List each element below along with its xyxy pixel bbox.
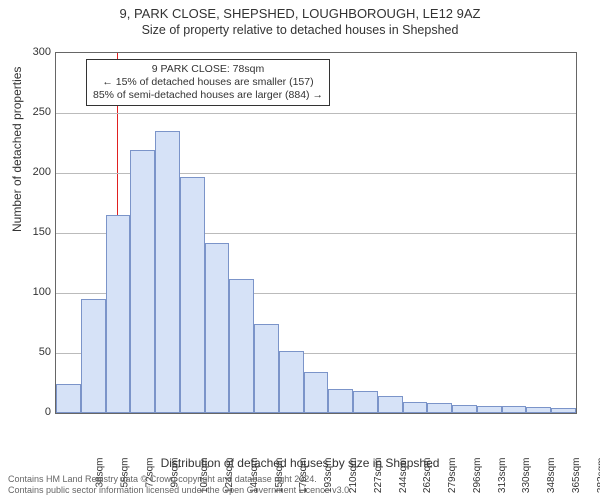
- histogram-bar: [378, 396, 403, 413]
- histogram-bar: [81, 299, 106, 413]
- histogram-bar: [477, 406, 502, 413]
- attribution-footer: Contains HM Land Registry data © Crown c…: [8, 474, 352, 497]
- annotation-line-2: ← 15% of detached houses are smaller (15…: [93, 76, 323, 89]
- histogram-bar: [279, 351, 304, 413]
- histogram-bar: [403, 402, 428, 413]
- histogram-bar: [328, 389, 353, 413]
- histogram-bar: [180, 177, 205, 413]
- x-tick-labels: 38sqm55sqm72sqm90sqm107sqm124sqm141sqm15…: [55, 414, 575, 454]
- y-tick-label: 150: [11, 226, 51, 238]
- y-tick-label: 50: [11, 346, 51, 358]
- histogram-bar: [229, 279, 254, 413]
- histogram-bar: [551, 408, 576, 413]
- y-tick-label: 200: [11, 166, 51, 178]
- figure-container: 9, PARK CLOSE, SHEPSHED, LOUGHBOROUGH, L…: [0, 0, 600, 500]
- y-tick-label: 250: [11, 106, 51, 118]
- y-tick-label: 300: [11, 46, 51, 58]
- figure-subtitle: Size of property relative to detached ho…: [0, 23, 600, 37]
- histogram-bar: [205, 243, 230, 413]
- histogram-bar: [130, 150, 155, 413]
- histogram-bar: [452, 405, 477, 413]
- x-axis-label: Distribution of detached houses by size …: [0, 456, 600, 470]
- footer-line-2: Contains public sector information licen…: [8, 485, 352, 496]
- grid-line: [56, 113, 576, 114]
- histogram-bar: [502, 406, 527, 413]
- histogram-bar: [254, 324, 279, 413]
- figure-title: 9, PARK CLOSE, SHEPSHED, LOUGHBOROUGH, L…: [0, 0, 600, 21]
- y-tick-label: 0: [11, 406, 51, 418]
- footer-line-1: Contains HM Land Registry data © Crown c…: [8, 474, 352, 485]
- annotation-line-3: 85% of semi-detached houses are larger (…: [93, 89, 323, 102]
- annotation-box: 9 PARK CLOSE: 78sqm ← 15% of detached ho…: [86, 59, 330, 106]
- histogram-bar: [526, 407, 551, 413]
- histogram-bar: [155, 131, 180, 413]
- annotation-line-1: 9 PARK CLOSE: 78sqm: [93, 63, 323, 76]
- histogram-bar: [427, 403, 452, 413]
- histogram-bar: [353, 391, 378, 413]
- histogram-bar: [106, 215, 131, 413]
- histogram-bar: [304, 372, 329, 413]
- y-tick-label: 100: [11, 286, 51, 298]
- plot-area: 9 PARK CLOSE: 78sqm ← 15% of detached ho…: [55, 52, 577, 414]
- y-tick-labels: 050100150200250300: [8, 52, 53, 412]
- histogram-bar: [56, 384, 81, 413]
